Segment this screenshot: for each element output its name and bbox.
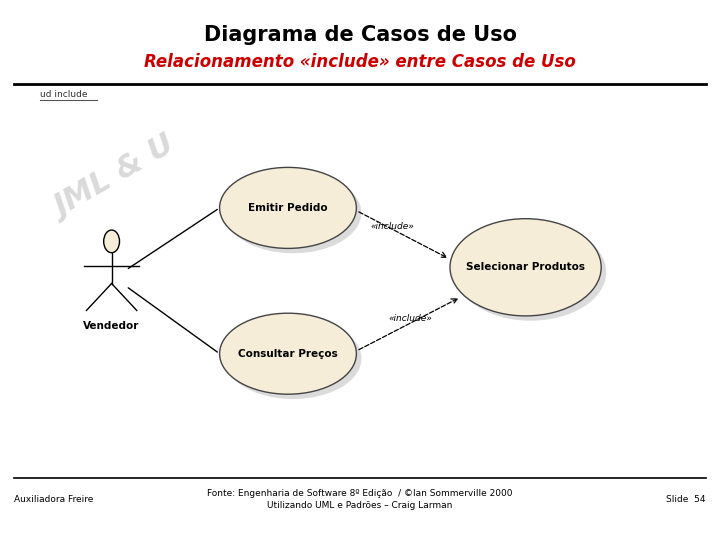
Ellipse shape [225, 172, 361, 253]
Ellipse shape [450, 219, 601, 316]
Text: Auxiliadora Freire: Auxiliadora Freire [14, 495, 94, 504]
Text: Consultar Preços: Consultar Preços [238, 349, 338, 359]
Text: Fonte: Engenharia de Software 8º Edição  / ©Ian Sommerville 2000
Utilizando UML : Fonte: Engenharia de Software 8º Edição … [207, 489, 513, 510]
Text: Selecionar Produtos: Selecionar Produtos [466, 262, 585, 272]
Ellipse shape [104, 230, 120, 253]
Text: «include»: «include» [389, 314, 432, 323]
Text: Slide  54: Slide 54 [666, 495, 706, 504]
Text: «include»: «include» [371, 222, 414, 231]
Text: Vendedor: Vendedor [84, 321, 140, 332]
Text: JML & U: JML & U [50, 132, 181, 224]
Ellipse shape [225, 318, 361, 399]
Text: Emitir Pedido: Emitir Pedido [248, 203, 328, 213]
Ellipse shape [220, 313, 356, 394]
Text: Diagrama de Casos de Uso: Diagrama de Casos de Uso [204, 25, 516, 45]
Ellipse shape [455, 224, 606, 321]
Text: Relacionamento «include» entre Casos de Uso: Relacionamento «include» entre Casos de … [144, 53, 576, 71]
Text: ud include: ud include [40, 90, 87, 99]
Ellipse shape [220, 167, 356, 248]
